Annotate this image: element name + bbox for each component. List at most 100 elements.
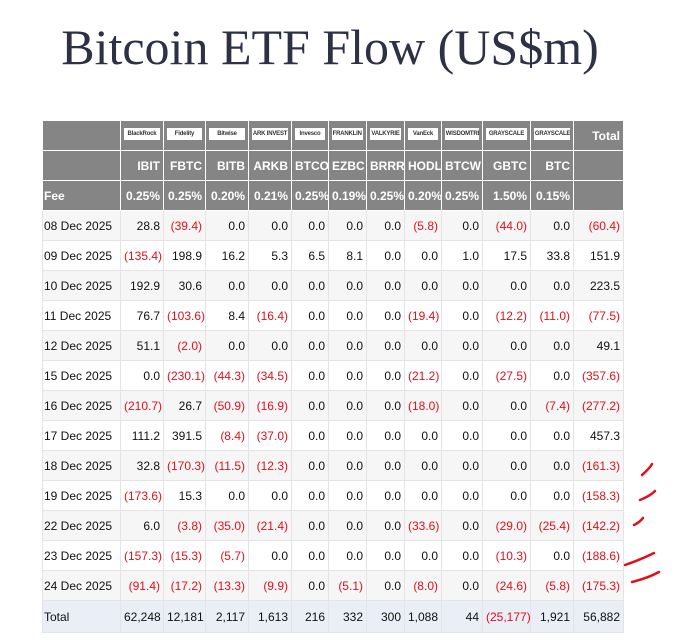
fee-value: 1.50%: [482, 180, 531, 211]
flow-cell: (17.2): [163, 570, 206, 601]
flow-cell: 0.0: [291, 270, 329, 301]
flow-row: 24 Dec 2025 (91.4) (17.2) (13.3) (9.9) 0.0 (5.…: [42, 570, 624, 601]
flow-cell: 0.0: [366, 480, 405, 511]
page-title: Bitcoin ETF Flow (US$m): [61, 19, 599, 75]
total-cell: 62,248: [120, 600, 164, 633]
flow-cell: 76.7: [120, 300, 164, 331]
flow-cell: (12.3): [248, 450, 292, 481]
total-header: Total: [573, 120, 624, 151]
issuer-logo: BlackRock: [123, 128, 161, 140]
flow-cell: (19.4): [404, 300, 442, 331]
flow-cell: (5.1): [328, 570, 367, 601]
hand-mark: [638, 489, 657, 502]
date-cell: 15 Dec 2025: [42, 360, 121, 391]
date-cell: 17 Dec 2025: [42, 420, 121, 451]
flow-cell: 0.0: [328, 540, 367, 571]
logo-cell: VanEck: [404, 120, 442, 151]
total-cell: 56,882: [573, 600, 624, 633]
flow-cell: 0.0: [441, 540, 483, 571]
flow-cell: (2.0): [163, 330, 206, 361]
flow-row: 23 Dec 2025 (157.3) (15.3) (5.7) 0.0 0.0 0.0 0.…: [42, 540, 624, 571]
flow-cell: (37.0): [248, 420, 292, 451]
flow-cell: 0.0: [291, 210, 329, 241]
empty-cell: [573, 180, 624, 211]
flow-row: 10 Dec 2025 192.9 30.6 0.0 0.0 0.0 0.0 0.0 0.0 0.…: [42, 270, 624, 301]
flow-cell: (142.2): [573, 510, 624, 541]
total-cell: 216: [291, 600, 329, 633]
issuer-logo: Fidelity: [166, 128, 203, 140]
flow-cell: (170.3): [163, 450, 206, 481]
flow-cell: (15.3): [163, 540, 206, 571]
flow-cell: (157.3): [120, 540, 164, 571]
flow-row: 09 Dec 2025 (135.4) 198.9 16.2 5.3 6.5 8.1 0.0 0…: [42, 240, 624, 271]
flow-cell: 0.0: [366, 330, 405, 361]
ticker: BITB: [205, 150, 249, 181]
flow-cell: 0.0: [291, 360, 329, 391]
flow-row: 16 Dec 2025 (210.7) 26.7 (50.9) (16.9) 0.0 0.0…: [42, 390, 624, 421]
flow-cell: 0.0: [441, 210, 483, 241]
ticker: ARKB: [248, 150, 292, 181]
corner-cell: [42, 150, 121, 181]
flow-cell: 0.0: [291, 570, 329, 601]
flow-cell: 0.0: [482, 330, 531, 361]
flow-cell: 0.0: [291, 300, 329, 331]
logo-cell: Invesco: [291, 120, 329, 151]
flow-cell: 0.0: [441, 300, 483, 331]
flow-cell: 6.0: [120, 510, 164, 541]
flow-cell: (24.6): [482, 570, 531, 601]
fee-value: 0.15%: [530, 180, 574, 211]
flow-cell: (39.4): [163, 210, 206, 241]
date-cell: 19 Dec 2025: [42, 480, 121, 511]
flow-cell: 0.0: [328, 330, 367, 361]
logo-cell: FRANKLIN TEMPLETON: [328, 120, 367, 151]
flow-cell: (5.8): [404, 210, 442, 241]
fee-row: Fee 0.25% 0.25% 0.20% 0.21% 0.25% 0.19% 0.25% 0.…: [42, 180, 624, 211]
flow-cell: 0.0: [366, 270, 405, 301]
total-cell: 2,117: [205, 600, 249, 633]
flow-cell: (91.4): [120, 570, 164, 601]
flow-row: 18 Dec 2025 32.8 (170.3) (11.5) (12.3) 0.0 0.0…: [42, 450, 624, 481]
flow-row: 19 Dec 2025 (173.6) 15.3 0.0 0.0 0.0 0.0 0.0 0.0…: [42, 480, 624, 511]
flow-row: 11 Dec 2025 76.7 (103.6) 8.4 (16.4) 0.0 0.0 0.0…: [42, 300, 624, 331]
flow-cell: 17.5: [482, 240, 531, 271]
flow-cell: 0.0: [205, 270, 249, 301]
etf-flow-table: BlackRock Fidelity Bitwise ARK INVEST Invesc…: [42, 120, 624, 633]
flow-cell: (277.2): [573, 390, 624, 421]
flow-cell: 0.0: [482, 420, 531, 451]
issuer-logo: VALKYRIE: [369, 128, 402, 140]
flow-cell: (50.9): [205, 390, 249, 421]
flow-cell: 0.0: [328, 210, 367, 241]
flow-cell: 0.0: [404, 480, 442, 511]
flow-cell: 0.0: [366, 240, 405, 271]
flow-cell: (18.0): [404, 390, 442, 421]
flow-cell: 0.0: [441, 390, 483, 421]
fee-value: 0.25%: [366, 180, 405, 211]
flow-cell: 457.3: [573, 420, 624, 451]
flow-cell: 0.0: [248, 270, 292, 301]
flow-cell: (230.1): [163, 360, 206, 391]
date-cell: 24 Dec 2025: [42, 570, 121, 601]
issuer-logo: ARK INVEST: [251, 128, 289, 140]
flow-cell: (13.3): [205, 570, 249, 601]
flow-cell: 0.0: [291, 330, 329, 361]
flow-cell: 0.0: [366, 450, 405, 481]
fee-value: 0.25%: [291, 180, 329, 211]
date-cell: 10 Dec 2025: [42, 270, 121, 301]
flow-cell: (103.6): [163, 300, 206, 331]
ticker: IBIT: [120, 150, 164, 181]
flow-cell: (16.4): [248, 300, 292, 331]
issuer-logo: Invesco: [294, 128, 326, 140]
hand-mark: [623, 551, 656, 567]
flow-cell: 0.0: [366, 570, 405, 601]
flow-cell: 0.0: [441, 510, 483, 541]
date-cell: 11 Dec 2025: [42, 300, 121, 331]
flow-cell: 0.0: [205, 480, 249, 511]
flow-cell: 28.8: [120, 210, 164, 241]
flow-cell: 0.0: [328, 420, 367, 451]
issuer-logo: Bitwise: [208, 128, 246, 140]
flow-cell: 0.0: [366, 390, 405, 421]
flow-cell: (8.0): [404, 570, 442, 601]
flow-cell: 0.0: [404, 330, 442, 361]
